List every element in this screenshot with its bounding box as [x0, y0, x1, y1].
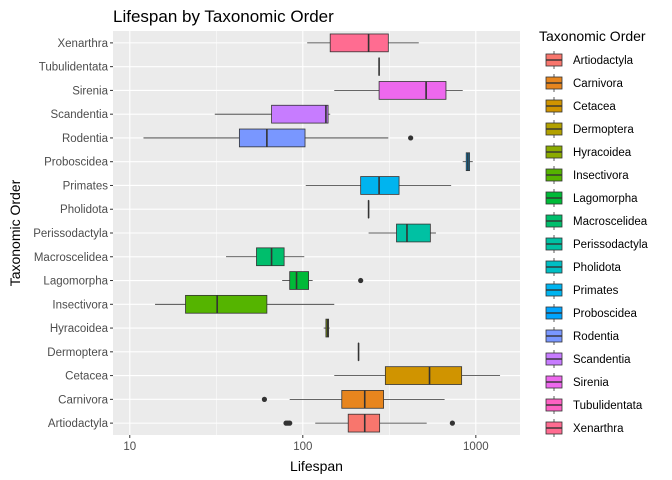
box-iqr	[329, 33, 389, 53]
y-tick-label: Proboscidea	[44, 157, 109, 169]
box-insectivora	[155, 294, 335, 314]
legend: Artiodactyla Carnivora Cetacea Dermoptera Hy…	[545, 51, 648, 437]
y-tick-label: Macroscelidea	[34, 252, 109, 264]
box-scandentia	[214, 104, 331, 124]
legend-item: Dermoptera	[545, 120, 634, 138]
x-tick-label: 1000	[463, 441, 489, 453]
boxes	[143, 33, 501, 433]
y-tick-label: Xenarthra	[57, 38, 108, 50]
box-iqr	[238, 128, 306, 148]
x-tick-label: 100	[293, 441, 312, 453]
outlier-point	[449, 420, 455, 426]
box-iqr	[347, 413, 381, 433]
outlier-point	[261, 396, 268, 402]
legend-item: Carnivora	[545, 74, 623, 92]
y-tick-label: Hyracoidea	[50, 323, 109, 335]
legend-label: Carnivora	[573, 78, 623, 90]
box-perissodactyla	[368, 223, 436, 243]
box-primates	[305, 176, 452, 195]
legend-item: Pholidota	[545, 258, 622, 276]
legend-label: Sirenia	[573, 377, 609, 389]
legend-item: Macroscelidea	[545, 212, 648, 230]
y-tick-label: Scandentia	[50, 109, 108, 121]
box-lagomorpha	[282, 271, 364, 290]
legend-item: Perissodactyla	[545, 235, 648, 253]
box-macroscelidea	[226, 247, 305, 267]
y-tick-label: Dermoptera	[47, 347, 108, 359]
outlier-point	[287, 420, 293, 426]
legend-label: Rodentia	[573, 331, 620, 343]
x-tick-label: 10	[123, 441, 136, 453]
legend-label: Insectivora	[573, 170, 629, 182]
outlier-point	[408, 135, 414, 141]
legend-item: Hyracoidea	[545, 143, 632, 161]
y-tick-label: Artiodactyla	[48, 418, 109, 430]
x-tick-marks: 10 100 1000	[123, 435, 489, 453]
x-axis-title: Lifespan	[290, 458, 343, 474]
legend-item: Xenarthra	[545, 419, 624, 437]
box-iqr	[396, 223, 431, 243]
y-tick-label: Lagomorpha	[43, 276, 108, 288]
box-iqr	[289, 271, 309, 290]
box-iqr	[185, 294, 268, 314]
chart-title: Lifespan by Taxonomic Order	[113, 7, 334, 26]
y-tick-label: Tubulidentata	[39, 62, 109, 74]
legend-item: Lagomorpha	[545, 189, 638, 207]
y-tick-label: Carnivora	[58, 394, 108, 406]
box-iqr	[271, 104, 329, 124]
legend-item: Insectivora	[545, 166, 629, 184]
legend-label: Hyracoidea	[573, 147, 632, 159]
legend-title: Taxonomic Order	[539, 28, 646, 44]
legend-label: Dermoptera	[573, 124, 634, 136]
legend-label: Xenarthra	[573, 423, 624, 435]
y-tick-label: Rodentia	[62, 133, 109, 145]
legend-label: Primates	[573, 285, 619, 297]
box-rodentia	[143, 128, 414, 148]
y-tick-label: Sirenia	[72, 85, 108, 97]
legend-label: Lagomorpha	[573, 193, 638, 205]
box-iqr	[378, 81, 447, 100]
legend-label: Cetacea	[573, 101, 616, 113]
legend-label: Macroscelidea	[573, 216, 648, 228]
legend-item: Artiodactyla	[545, 51, 634, 69]
y-tick-label: Pholidota	[60, 204, 109, 216]
box-artiodactyla	[283, 413, 455, 433]
y-tick-label: Perissodactyla	[33, 228, 108, 240]
legend-item: Cetacea	[545, 97, 616, 115]
box-cetacea	[334, 366, 501, 385]
box-proboscidea	[462, 152, 473, 172]
legend-label: Tubulidentata	[573, 400, 643, 412]
box-iqr	[384, 366, 463, 385]
legend-item: Sirenia	[545, 373, 609, 391]
legend-item: Primates	[545, 281, 619, 299]
box-iqr	[256, 247, 285, 267]
y-tick-label: Insectivora	[52, 299, 108, 311]
legend-item: Tubulidentata	[545, 396, 643, 414]
legend-label: Artiodactyla	[573, 55, 634, 67]
legend-label: Perissodactyla	[573, 239, 648, 251]
legend-label: Scandentia	[573, 354, 631, 366]
legend-label: Proboscidea	[573, 308, 638, 320]
box-sirenia	[334, 81, 463, 100]
legend-item: Scandentia	[545, 350, 631, 368]
y-tick-label: Cetacea	[65, 371, 108, 383]
legend-item: Proboscidea	[545, 304, 638, 322]
box-hyracoidea	[323, 318, 330, 338]
legend-item: Rodentia	[545, 327, 620, 345]
y-tick-label: Primates	[63, 180, 109, 192]
y-axis-title: Taxonomic Order	[7, 179, 23, 286]
box-xenarthra	[307, 33, 419, 53]
legend-label: Pholidota	[573, 262, 622, 274]
y-tick-marks: Artiodactyla Carnivora Cetacea Dermoptera Hy…	[33, 38, 113, 430]
outlier-point	[358, 277, 364, 284]
box-iqr	[341, 390, 384, 409]
box-carnivora	[261, 390, 445, 409]
